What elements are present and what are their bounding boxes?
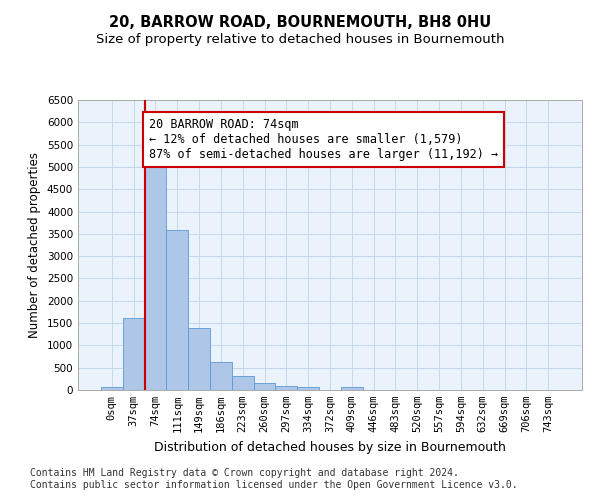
Bar — [145, 164, 166, 390]
Bar — [341, 387, 363, 390]
Bar — [254, 384, 275, 390]
Text: Size of property relative to detached houses in Bournemouth: Size of property relative to detached ho… — [96, 32, 504, 46]
Bar — [210, 362, 232, 390]
Bar — [166, 230, 188, 390]
Bar — [188, 328, 210, 390]
Text: Contains public sector information licensed under the Open Government Licence v3: Contains public sector information licen… — [30, 480, 518, 490]
Bar — [232, 376, 254, 390]
Bar — [123, 318, 145, 390]
X-axis label: Distribution of detached houses by size in Bournemouth: Distribution of detached houses by size … — [154, 440, 506, 454]
Text: Contains HM Land Registry data © Crown copyright and database right 2024.: Contains HM Land Registry data © Crown c… — [30, 468, 459, 477]
Text: 20, BARROW ROAD, BOURNEMOUTH, BH8 0HU: 20, BARROW ROAD, BOURNEMOUTH, BH8 0HU — [109, 15, 491, 30]
Bar — [101, 387, 123, 390]
Bar — [297, 387, 319, 390]
Y-axis label: Number of detached properties: Number of detached properties — [28, 152, 41, 338]
Text: 20 BARROW ROAD: 74sqm
← 12% of detached houses are smaller (1,579)
87% of semi-d: 20 BARROW ROAD: 74sqm ← 12% of detached … — [149, 118, 498, 161]
Bar — [275, 386, 297, 390]
